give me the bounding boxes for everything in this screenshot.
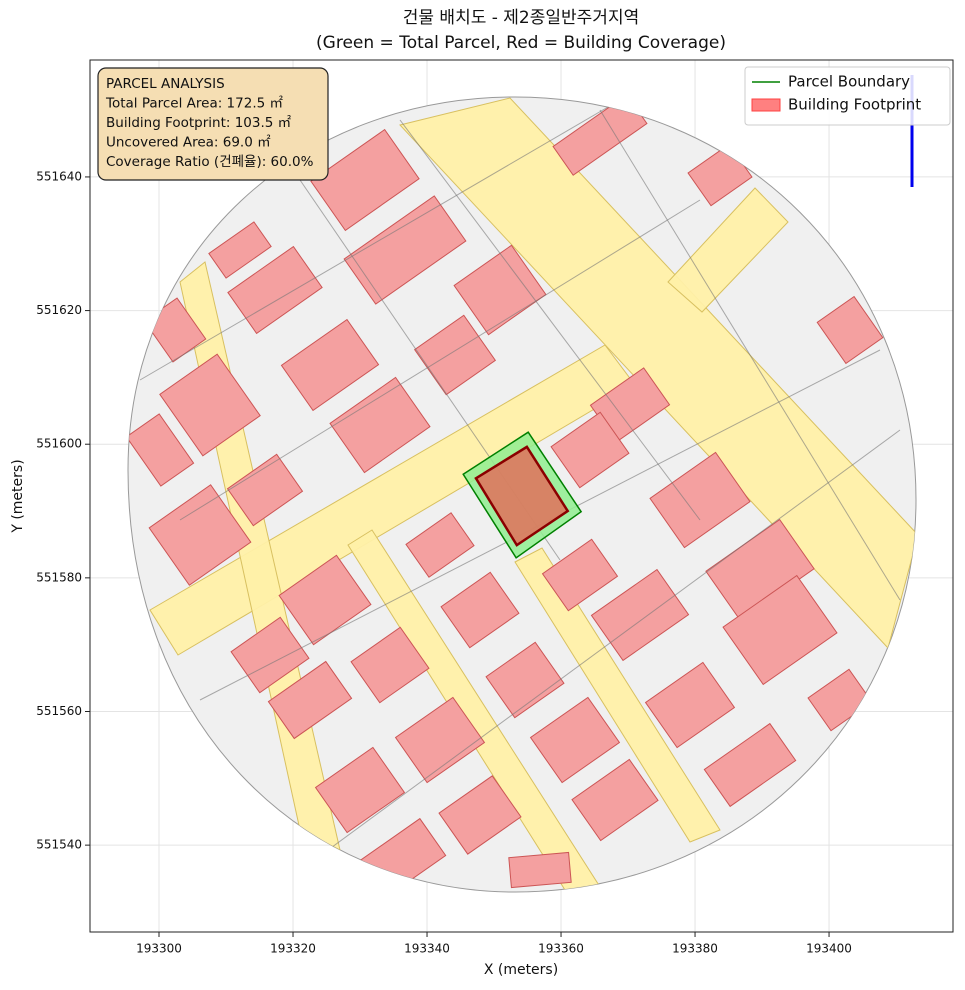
annotation-line: Total Parcel Area: 172.5 ㎡ — [105, 96, 283, 112]
annotation-line: Building Footprint: 103.5 ㎡ — [106, 115, 292, 131]
context-building — [267, 660, 353, 740]
y-tick-label: 551540 — [36, 838, 82, 852]
annotation-line: Coverage Ratio (건폐율): 60.0% — [106, 154, 314, 170]
context-building — [350, 626, 430, 704]
context-building — [541, 538, 619, 612]
context-building — [208, 221, 272, 279]
lot-line — [599, 109, 901, 601]
y-tick-label: 551600 — [36, 437, 82, 451]
context-building — [440, 571, 520, 649]
context-building — [329, 376, 431, 474]
chart-subtitle: (Green = Total Parcel, Red = Building Co… — [316, 33, 726, 53]
context-building — [343, 195, 467, 305]
x-tick-label: 193340 — [404, 942, 450, 956]
y-tick-label: 551580 — [36, 570, 82, 584]
context-building — [159, 353, 261, 457]
context-building — [148, 484, 252, 586]
lot-line — [259, 429, 901, 892]
context-building — [816, 295, 884, 365]
context-building — [394, 696, 486, 784]
context-building — [644, 661, 736, 749]
context-building — [438, 775, 522, 855]
lot-line — [179, 199, 701, 521]
context-building — [226, 453, 304, 527]
y-tick-label: 551620 — [36, 303, 82, 317]
context-building — [529, 696, 621, 784]
legend-label: Building Footprint — [788, 96, 921, 114]
lot-line — [399, 119, 701, 521]
y-tick-label: 551560 — [36, 704, 82, 718]
context-building — [508, 851, 572, 889]
annotation-line: Uncovered Area: 69.0 ㎡ — [106, 135, 271, 151]
context-building — [128, 413, 195, 487]
context-building — [703, 722, 797, 808]
context-building — [314, 746, 406, 834]
context-building — [453, 244, 547, 336]
legend-box — [744, 66, 951, 126]
context-building — [405, 512, 475, 578]
plot-frame — [89, 59, 954, 933]
annotation-box: PARCEL ANALYSIS Total Parcel Area: 172.5 … — [97, 67, 329, 181]
x-tick-label: 193400 — [806, 942, 852, 956]
y-tick-label: 551640 — [36, 169, 82, 183]
x-axis-label: X (meters) — [484, 962, 558, 978]
context-building — [722, 574, 838, 686]
legend-swatch — [751, 98, 781, 112]
context-building — [413, 314, 497, 396]
chart-title: 건물 배치도 - 제2종일반주거지역 — [403, 8, 639, 28]
x-tick-label: 193360 — [538, 942, 584, 956]
road — [667, 187, 789, 313]
lot-line — [139, 99, 621, 381]
context-building — [550, 411, 630, 489]
annotation-background — [97, 67, 329, 181]
context-building — [280, 318, 380, 412]
x-tick-label: 193320 — [270, 942, 316, 956]
legend-label: Parcel Boundary — [788, 73, 910, 91]
context-building — [310, 128, 420, 232]
context-building — [571, 758, 659, 842]
polygon-1 — [474, 445, 570, 547]
site-context — [127, 96, 917, 893]
x-tick-label: 193300 — [136, 942, 182, 956]
context-building — [649, 451, 751, 549]
context-building — [278, 554, 372, 646]
y-axis-label: Y (meters) — [10, 459, 26, 533]
data-layer — [462, 431, 583, 559]
context-building — [485, 641, 565, 719]
legend: Parcel Boundary Building Footprint — [744, 66, 951, 126]
road — [514, 547, 721, 843]
annotation-line: PARCEL ANALYSIS — [106, 76, 225, 92]
x-tick-label: 193380 — [672, 942, 718, 956]
context-building — [227, 245, 323, 335]
context-building — [590, 568, 690, 662]
